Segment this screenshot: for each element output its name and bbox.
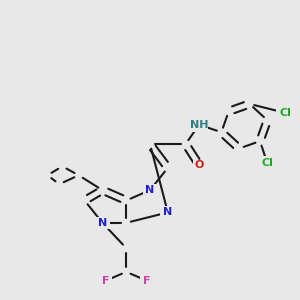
Text: Cl: Cl — [262, 158, 273, 168]
Text: N: N — [98, 218, 107, 228]
Text: Cl: Cl — [279, 108, 291, 118]
Bar — [160, 206, 175, 218]
Bar — [190, 118, 208, 132]
Text: N: N — [163, 207, 172, 218]
Bar — [276, 106, 294, 120]
Text: N: N — [146, 185, 154, 195]
Bar — [95, 217, 110, 229]
Text: F: F — [102, 276, 109, 286]
Bar — [259, 156, 276, 170]
Text: NH: NH — [190, 120, 208, 130]
Text: O: O — [194, 160, 204, 170]
Text: F: F — [143, 276, 151, 286]
Bar — [142, 184, 158, 196]
Bar — [140, 275, 154, 286]
Bar — [193, 160, 206, 170]
Bar — [99, 275, 112, 286]
